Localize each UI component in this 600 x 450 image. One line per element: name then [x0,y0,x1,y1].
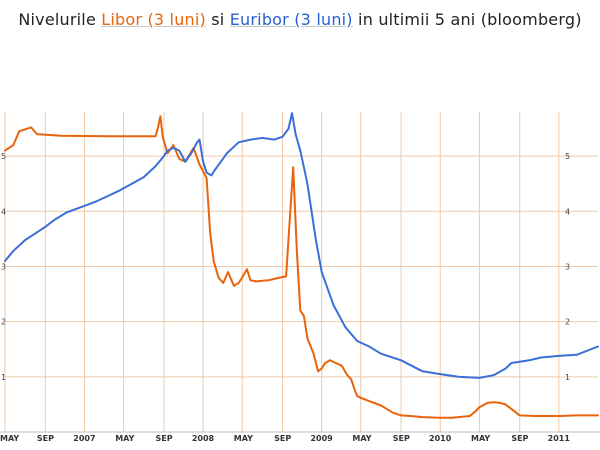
y-tick-label-right: 4 [565,207,570,216]
x-tick-label: 2007 [73,434,95,443]
libor-series-line [4,115,599,419]
y-tick-label-right: 5 [565,152,570,161]
x-tick-label: SEP [156,434,173,443]
y-tick-label-right: 2 [565,318,570,327]
x-tick-label: SEP [511,434,528,443]
y-tick-label: 2 [1,318,6,327]
x-tick-label: MAY [352,434,371,443]
x-tick-labels: MAY SEP 2007 MAY SEP 2008 MAY SEP 2009 MAY SEP 2010… [0,434,570,443]
x-tick-label: MAY [0,434,19,443]
y-tick-label: 4 [1,207,6,216]
y-tick-label: 3 [1,262,6,271]
y-tick-labels: 1 1 2 2 3 3 4 4 5 5 [1,152,570,382]
y-tick-label-right: 3 [565,262,570,271]
x-tick-label: MAY [471,434,490,443]
x-tick-label: 2009 [310,434,333,443]
chart-title: Nivelurile Libor (3 luni) si Euribor (3 … [0,10,600,29]
grid-lines [0,112,600,433]
x-tick-label: 2011 [548,434,571,443]
title-middle: si [205,10,230,29]
x-tick-label: MAY [234,434,253,443]
title-prefix: Nivelurile [18,10,102,29]
y-tick-label-right: 1 [565,373,570,382]
x-tick-label: 2010 [429,434,452,443]
y-tick-label: 1 [1,373,6,382]
x-tick-label: SEP [37,434,54,443]
x-tick-label: 2008 [192,434,215,443]
title-libor-link[interactable]: Libor (3 luni) [101,10,206,29]
series-lines [4,112,599,419]
x-tick-label: MAY [115,434,134,443]
title-euribor-link[interactable]: Euribor (3 luni) [229,10,353,29]
y-tick-label: 5 [1,152,6,161]
x-tick-label: SEP [393,434,410,443]
euribor-series-line [4,112,599,379]
x-tick-label: SEP [274,434,291,443]
title-suffix: in ultimii 5 ani (bloomberg) [352,10,582,29]
